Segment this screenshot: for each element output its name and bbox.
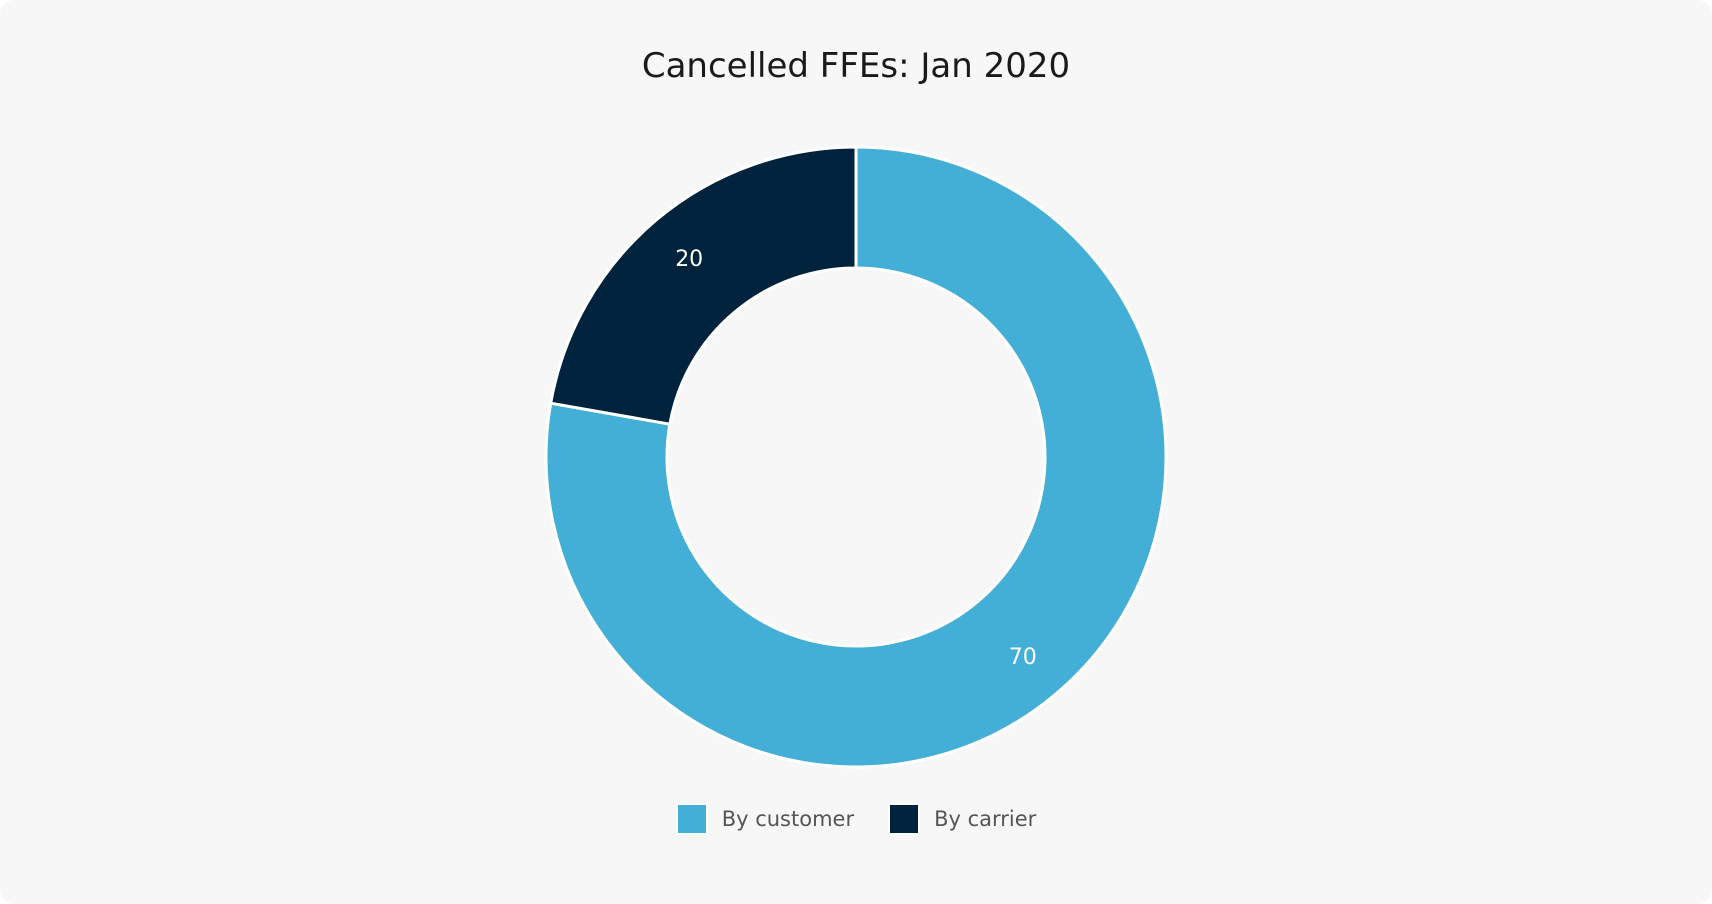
legend-swatch	[888, 803, 921, 835]
donut-slice-by-customer[interactable]	[544, 145, 1168, 769]
data-label: 70	[1009, 645, 1037, 670]
legend-label: By carrier	[934, 807, 1037, 831]
donut-slice-by-carrier[interactable]	[548, 145, 858, 426]
legend-label: By customer	[721, 807, 855, 831]
legend-item-by-customer[interactable]: By customer	[675, 803, 855, 835]
data-label: 20	[675, 247, 703, 272]
legend-item-by-carrier[interactable]: By carrier	[888, 803, 1036, 835]
legend-swatch	[675, 803, 708, 835]
legend: By customer By carrier	[0, 803, 1712, 835]
chart-title: Cancelled FFEs: Jan 2020	[641, 46, 1071, 86]
